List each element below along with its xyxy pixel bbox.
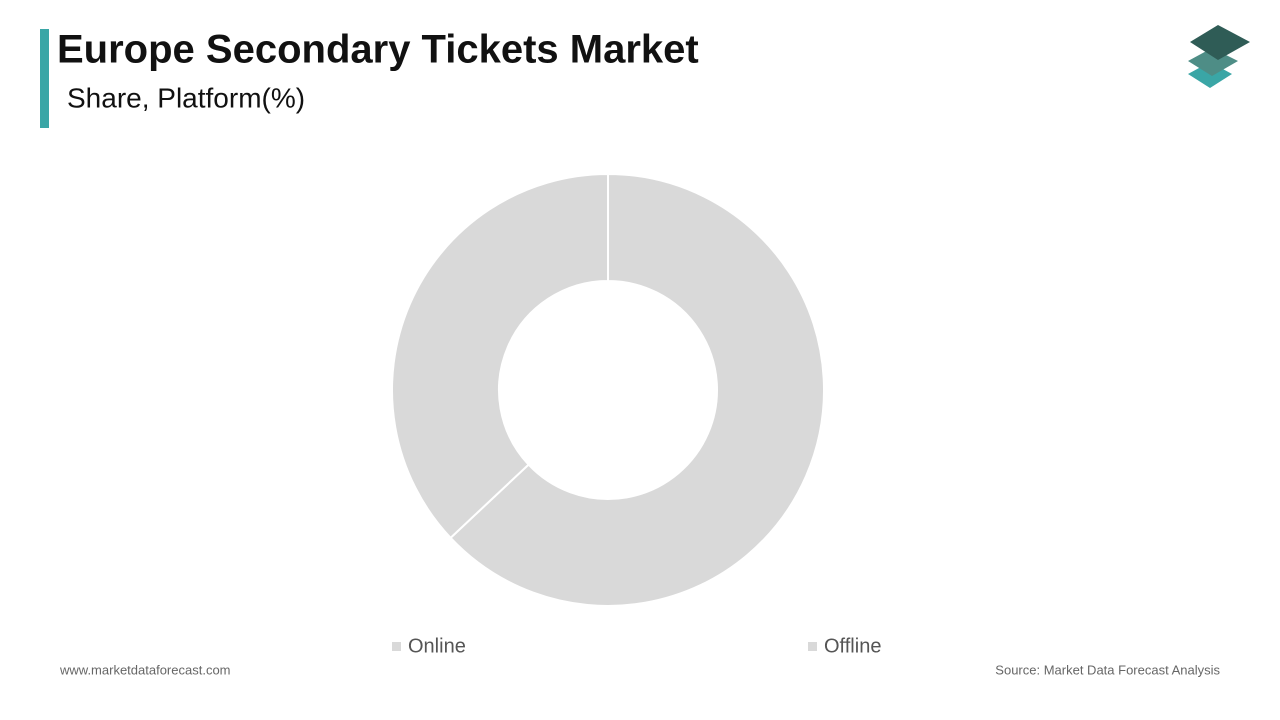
donut-slice — [449, 172, 825, 607]
chart-title: Europe Secondary Tickets Market — [57, 28, 699, 72]
legend-marker — [808, 642, 817, 651]
website: www.marketdataforecast.com — [59, 662, 231, 677]
logo — [1188, 25, 1250, 88]
title-bar — [40, 29, 49, 128]
chart-subtitle: Share, Platform(%) — [67, 82, 305, 113]
legend-label: Online — [408, 635, 466, 657]
source: Source: Market Data Forecast Analysis — [995, 662, 1220, 677]
legend-label: Offline — [824, 635, 881, 657]
legend-marker — [392, 642, 401, 651]
donut-slice — [391, 172, 609, 540]
